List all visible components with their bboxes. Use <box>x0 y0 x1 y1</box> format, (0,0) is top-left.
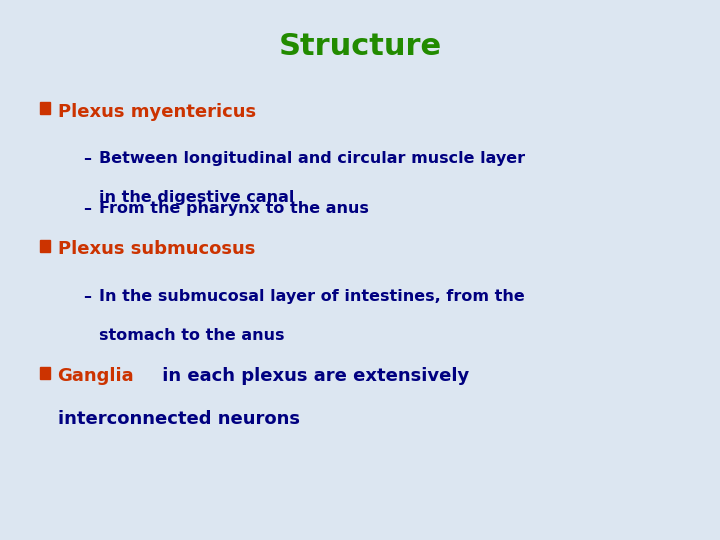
Text: in each plexus are extensively: in each plexus are extensively <box>156 367 469 385</box>
Text: in the digestive canal: in the digestive canal <box>99 190 294 205</box>
FancyBboxPatch shape <box>40 240 50 252</box>
Text: In the submucosal layer of intestines, from the: In the submucosal layer of intestines, f… <box>99 289 525 304</box>
Text: Ganglia: Ganglia <box>58 367 134 385</box>
Text: Structure: Structure <box>279 32 441 62</box>
Text: Plexus myentericus: Plexus myentericus <box>58 103 256 120</box>
FancyBboxPatch shape <box>40 367 50 379</box>
Text: stomach to the anus: stomach to the anus <box>99 328 285 343</box>
Text: Between longitudinal and circular muscle layer: Between longitudinal and circular muscle… <box>99 151 526 166</box>
Text: interconnected neurons: interconnected neurons <box>58 410 300 428</box>
Text: Plexus submucosus: Plexus submucosus <box>58 240 255 258</box>
Text: –: – <box>83 201 91 216</box>
Text: From the pharynx to the anus: From the pharynx to the anus <box>99 201 369 216</box>
Text: –: – <box>83 151 91 166</box>
Text: –: – <box>83 289 91 304</box>
FancyBboxPatch shape <box>40 102 50 114</box>
